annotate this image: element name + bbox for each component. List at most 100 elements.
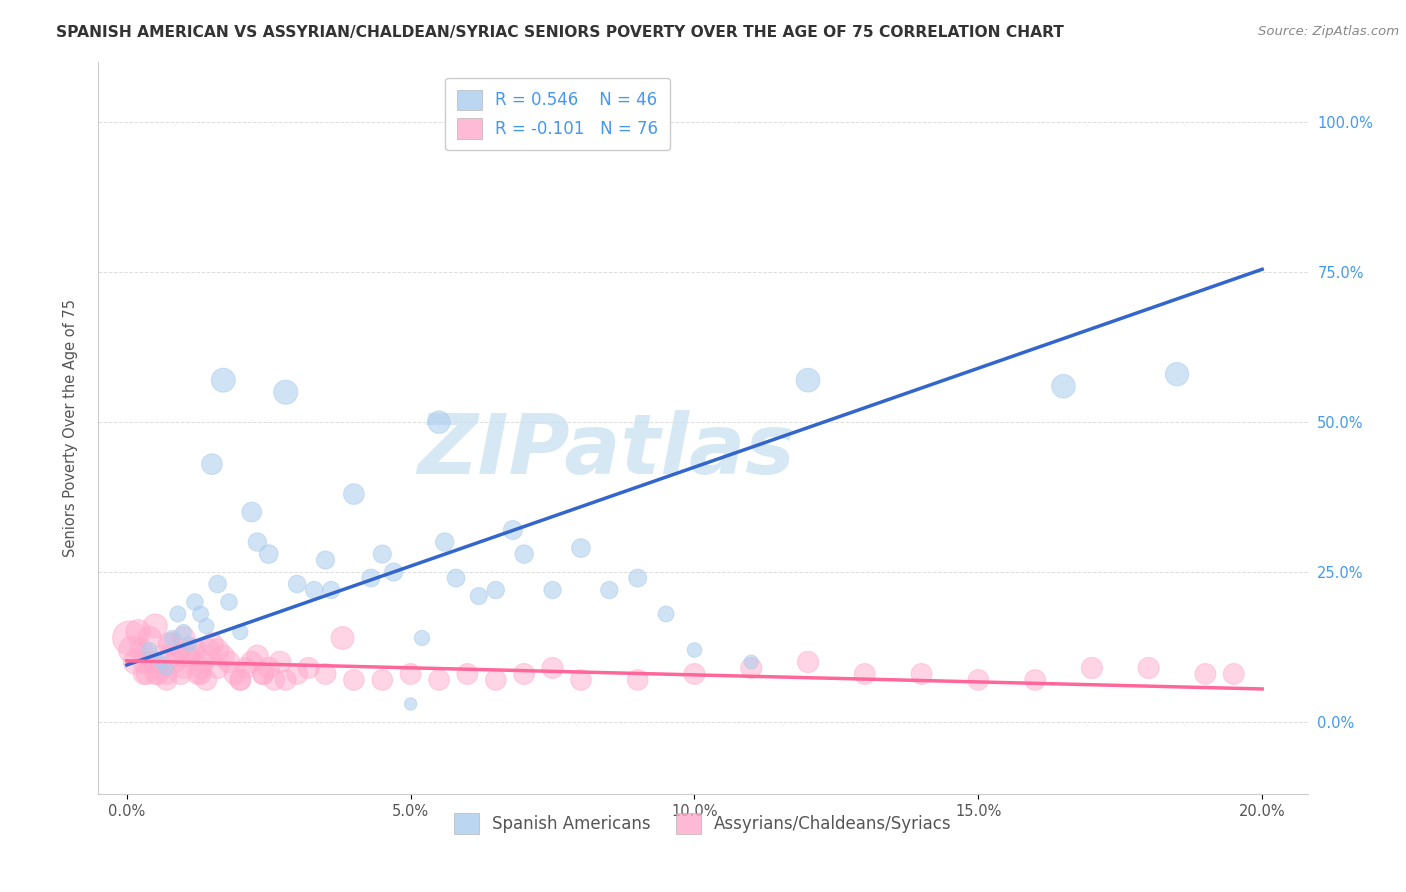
Point xyxy=(1223,667,1246,681)
Point xyxy=(797,655,820,669)
Point xyxy=(176,648,198,663)
Point xyxy=(371,547,394,561)
Point xyxy=(167,607,190,621)
Point xyxy=(433,535,456,549)
Point xyxy=(207,661,229,675)
Point xyxy=(190,661,212,675)
Point xyxy=(198,643,221,657)
Point xyxy=(127,625,149,640)
Point xyxy=(297,661,319,675)
Point xyxy=(853,667,876,681)
Point xyxy=(173,661,195,675)
Point xyxy=(152,648,174,663)
Point xyxy=(190,607,212,621)
Point xyxy=(235,661,257,675)
Point xyxy=(252,667,274,681)
Point xyxy=(1052,379,1074,393)
Point xyxy=(371,673,394,687)
Point xyxy=(740,655,762,669)
Point xyxy=(274,385,297,400)
Point xyxy=(218,655,240,669)
Text: SPANISH AMERICAN VS ASSYRIAN/CHALDEAN/SYRIAC SENIORS POVERTY OVER THE AGE OF 75 : SPANISH AMERICAN VS ASSYRIAN/CHALDEAN/SY… xyxy=(56,25,1064,40)
Point xyxy=(683,667,706,681)
Point xyxy=(627,571,650,585)
Point xyxy=(212,648,235,663)
Point xyxy=(240,655,263,669)
Point xyxy=(485,673,508,687)
Point xyxy=(121,643,143,657)
Point xyxy=(218,595,240,609)
Point xyxy=(541,661,564,675)
Point xyxy=(146,667,169,681)
Point xyxy=(1166,368,1188,382)
Point xyxy=(240,505,263,519)
Point xyxy=(427,415,450,429)
Point xyxy=(263,673,285,687)
Point xyxy=(207,577,229,591)
Point xyxy=(173,631,195,645)
Point xyxy=(157,637,180,651)
Point xyxy=(181,643,204,657)
Point xyxy=(411,631,433,645)
Point xyxy=(184,595,207,609)
Text: ZIPatlas: ZIPatlas xyxy=(418,409,796,491)
Point xyxy=(132,655,155,669)
Point xyxy=(143,667,166,681)
Point xyxy=(246,535,269,549)
Point xyxy=(683,643,706,657)
Point xyxy=(321,582,343,597)
Point xyxy=(246,648,269,663)
Point xyxy=(598,582,620,597)
Point xyxy=(252,667,274,681)
Point xyxy=(1024,673,1046,687)
Point xyxy=(427,673,450,687)
Point xyxy=(513,547,536,561)
Point xyxy=(967,673,990,687)
Point xyxy=(138,643,160,657)
Point xyxy=(302,582,325,597)
Point xyxy=(179,648,201,663)
Point xyxy=(569,541,592,555)
Point xyxy=(195,673,218,687)
Point xyxy=(315,667,337,681)
Point xyxy=(1137,661,1160,675)
Point xyxy=(399,667,422,681)
Point xyxy=(155,673,177,687)
Point xyxy=(143,619,166,633)
Point xyxy=(179,637,201,651)
Point xyxy=(212,373,235,387)
Point xyxy=(541,582,564,597)
Point xyxy=(165,655,187,669)
Point xyxy=(485,582,508,597)
Point xyxy=(170,667,193,681)
Point xyxy=(149,655,172,669)
Point xyxy=(135,667,157,681)
Point xyxy=(343,487,366,501)
Point xyxy=(187,667,209,681)
Point xyxy=(444,571,467,585)
Point xyxy=(173,625,195,640)
Point xyxy=(1081,661,1104,675)
Point xyxy=(627,673,650,687)
Point xyxy=(118,631,141,645)
Point xyxy=(257,661,280,675)
Point xyxy=(468,589,491,603)
Text: Source: ZipAtlas.com: Source: ZipAtlas.com xyxy=(1258,25,1399,38)
Point xyxy=(797,373,820,387)
Point xyxy=(513,667,536,681)
Point xyxy=(229,625,252,640)
Point xyxy=(167,648,190,663)
Point xyxy=(193,655,215,669)
Point xyxy=(360,571,382,585)
Point xyxy=(229,673,252,687)
Point xyxy=(502,523,524,537)
Y-axis label: Seniors Poverty Over the Age of 75: Seniors Poverty Over the Age of 75 xyxy=(63,299,77,558)
Point xyxy=(332,631,354,645)
Point xyxy=(149,661,172,675)
Point xyxy=(343,673,366,687)
Point xyxy=(257,547,280,561)
Point xyxy=(655,607,678,621)
Point xyxy=(201,457,224,471)
Point xyxy=(382,565,405,579)
Point xyxy=(910,667,932,681)
